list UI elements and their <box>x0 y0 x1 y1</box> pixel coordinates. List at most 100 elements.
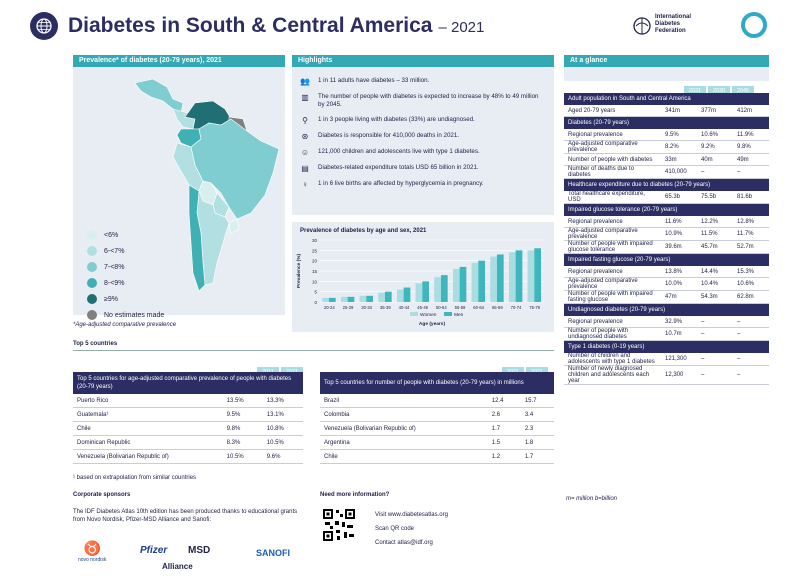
table-row: Argentina 1.5 1.8 <box>320 435 554 450</box>
idf-logo-icon <box>632 16 652 41</box>
idf-ring-icon <box>741 12 767 38</box>
glance-section-header: Adult population in South and Central Am… <box>564 93 769 105</box>
glance-section-header: Diabetes (20-79 years) <box>564 116 769 129</box>
highlight-item: ♀ 1 in 6 live births are affected by hype… <box>302 180 484 189</box>
qr-code-icon[interactable] <box>322 508 356 542</box>
table-row: Age-adjusted comparative prevalence 10.9%… <box>564 227 769 241</box>
bar-men <box>515 250 523 302</box>
page-title-year: – 2021 <box>438 19 485 36</box>
top5-left-table: Top 5 countries for age-adjusted compara… <box>73 372 303 464</box>
info-contact-link[interactable]: Contact atlas@idf.org <box>375 540 433 546</box>
table-row: Number of people with impaired glucose t… <box>564 240 769 254</box>
bar-women <box>471 262 479 302</box>
table-row: Puerto Rico 13.5% 13.3% <box>73 394 303 408</box>
legend-item: No estimates made <box>87 310 164 320</box>
table-row: Brazil 12.4 15.7 <box>320 394 554 408</box>
bar-women <box>527 250 535 302</box>
table-row: Total healthcare expenditure, USD 65.3b 75… <box>564 191 769 204</box>
x-axis-label: Age (years) <box>419 321 446 327</box>
highlight-item: ▥ The number of people with diabetes is e… <box>301 93 539 108</box>
bar-men <box>459 266 467 302</box>
x-tick-label: 35-39 <box>380 305 391 310</box>
legend-item: 7-<8% <box>87 262 164 272</box>
table-row: Chile 1.2 1.7 <box>320 449 554 464</box>
bar-men <box>478 260 486 302</box>
legend-item: 8-<9% <box>87 278 164 288</box>
table-row: Regional prevalence 11.6% 12.2% 12.8% <box>564 216 769 228</box>
highlights-panel: 👥 1 in 11 adults have diabetes – 33 milli… <box>292 67 554 215</box>
map-legend: <6% 6-<7% 7-<8% 8-<9% ≥9% No estimates m… <box>87 230 164 326</box>
legend-item: <6% <box>87 230 164 240</box>
highlight-item: 👥 1 in 11 adults have diabetes – 33 milli… <box>300 77 430 86</box>
glance-section-header: Impaired fasting glucose (20-79 years) <box>564 253 769 266</box>
table-row: Regional prevalence 32.9% – – <box>564 316 769 328</box>
table-row: Number of newly diagnosed children and a… <box>564 365 769 385</box>
alliance-label: Alliance <box>162 562 193 571</box>
glance-years: 2021 2030 2045 <box>682 79 754 97</box>
table-row: Regional prevalence 13.8% 14.4% 15.3% <box>564 266 769 278</box>
chart-title: Prevalence of diabetes by age and sex, 2… <box>300 228 427 234</box>
y-tick-label: 25 <box>312 248 318 253</box>
bar-women <box>359 295 367 302</box>
x-tick-label: 20-24 <box>324 305 335 310</box>
bar-women <box>434 277 441 302</box>
bar-men <box>440 275 448 302</box>
info-title: Need more information? <box>320 492 390 498</box>
table-row: Regional prevalence 9.5% 10.6% 11.9% <box>564 129 769 141</box>
chart: 0 5 10 15 20 25 30 20-24 25-29 30-34 35-39 40-44 45-… <box>296 238 544 327</box>
glance-footnote: m= million b=billion <box>566 496 618 502</box>
y-tick-label: 20 <box>312 259 318 264</box>
bar-women <box>452 268 460 302</box>
bull-icon: ♉ <box>83 540 101 556</box>
y-tick-label: 30 <box>312 238 318 243</box>
bar-men <box>347 296 355 302</box>
people-icon: 👥 <box>300 77 310 86</box>
child-icon: ☺ <box>300 148 310 157</box>
bar-chart-icon: ▥ <box>301 93 309 102</box>
x-tick-label: 30-34 <box>361 305 372 310</box>
x-tick-label: 65-69 <box>492 305 503 310</box>
bar-women <box>415 283 423 302</box>
x-tick-label: 40-44 <box>399 305 410 310</box>
chart-panel: Prevalence of diabetes by age and sex, 2… <box>292 222 554 332</box>
legend-item: ≥9% <box>87 294 164 304</box>
table-row: Number of deaths due to diabetes 410,000–… <box>564 165 769 179</box>
bar-men <box>403 287 411 302</box>
pfizer-logo: Pfizer <box>140 545 168 556</box>
legend-label: Women <box>420 312 437 318</box>
bar-women <box>396 289 404 302</box>
pregnancy-icon: ♀ <box>302 180 308 189</box>
table-row: Number of people with undiagnosed diabet… <box>564 327 769 341</box>
bar-men <box>384 291 392 302</box>
x-tick-label: 50-54 <box>436 305 447 310</box>
sponsors-title: Corporate sponsors <box>73 492 131 498</box>
glance-title: At a glance <box>564 55 769 67</box>
legend-label: Men <box>454 312 464 318</box>
x-tick-label: 75-79 <box>529 305 540 310</box>
page-header: Diabetes in South & Central America – 202… <box>30 12 484 40</box>
table-row: Chile 9.8% 10.8% <box>73 421 303 436</box>
glance-section-header: Healthcare expenditure due to diabetes (… <box>564 178 769 191</box>
table-row: Aged 20-79 years 341m 377m 412m <box>564 105 769 117</box>
money-icon: ▤ <box>301 164 309 173</box>
top5-divider <box>73 350 554 351</box>
table-row: Venezuela (Bolivarian Republic of) 10.5% 9… <box>73 449 303 464</box>
sanofi-logo: SANOFI <box>256 548 291 558</box>
highlight-item: ▤ Diabetes-related expenditure totals USD… <box>301 164 479 173</box>
bar-men <box>534 248 542 302</box>
top5-footnote: ¹ based on extrapolation from similar co… <box>73 475 197 481</box>
glance-spacer <box>564 67 769 81</box>
x-tick-label: 60-64 <box>473 305 484 310</box>
table-row: Colombia 2.6 3.4 <box>320 407 554 422</box>
y-tick-label: 0 <box>314 300 317 305</box>
bar-men <box>422 281 430 302</box>
bar-women <box>378 292 385 302</box>
globe-icon <box>30 12 58 40</box>
bar-men <box>328 297 336 302</box>
bar-women <box>508 252 516 302</box>
table-row: Number of people with impaired fasting g… <box>564 290 769 304</box>
undiagnosed-icon: ⚲ <box>302 116 308 125</box>
info-scan: Scan QR code <box>375 526 415 532</box>
info-visit-link[interactable]: Visit www.diabetesatlas.org <box>375 512 448 518</box>
top5-title: Top 5 countries <box>73 341 118 347</box>
